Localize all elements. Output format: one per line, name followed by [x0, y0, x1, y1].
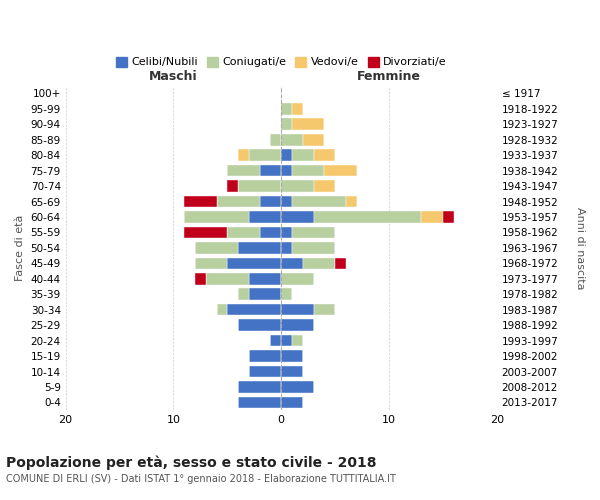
- Bar: [281, 165, 292, 176]
- Bar: [281, 273, 314, 284]
- Bar: [238, 242, 281, 254]
- Text: Femmine: Femmine: [357, 70, 421, 84]
- Bar: [195, 258, 227, 269]
- Bar: [206, 273, 249, 284]
- Bar: [281, 134, 303, 145]
- Bar: [238, 150, 249, 161]
- Bar: [238, 288, 249, 300]
- Bar: [421, 211, 443, 223]
- Bar: [184, 196, 217, 207]
- Bar: [227, 165, 260, 176]
- Bar: [314, 180, 335, 192]
- Bar: [227, 226, 260, 238]
- Bar: [238, 381, 281, 393]
- Bar: [281, 196, 292, 207]
- Bar: [281, 211, 314, 223]
- Legend: Celibi/Nubili, Coniugati/e, Vedovi/e, Divorziati/e: Celibi/Nubili, Coniugati/e, Vedovi/e, Di…: [111, 52, 451, 72]
- Bar: [292, 118, 325, 130]
- Bar: [281, 150, 292, 161]
- Bar: [217, 304, 227, 316]
- Bar: [249, 211, 281, 223]
- Bar: [292, 335, 303, 346]
- Bar: [292, 242, 335, 254]
- Bar: [292, 150, 314, 161]
- Bar: [238, 180, 281, 192]
- Bar: [260, 196, 281, 207]
- Bar: [292, 165, 325, 176]
- Bar: [292, 103, 303, 115]
- Bar: [260, 226, 281, 238]
- Bar: [249, 350, 281, 362]
- Bar: [314, 150, 335, 161]
- Text: Popolazione per età, sesso e stato civile - 2018: Popolazione per età, sesso e stato civil…: [6, 455, 377, 469]
- Bar: [281, 396, 303, 408]
- Bar: [314, 304, 335, 316]
- Bar: [249, 150, 281, 161]
- Bar: [292, 196, 346, 207]
- Bar: [281, 335, 292, 346]
- Bar: [303, 258, 335, 269]
- Bar: [271, 134, 281, 145]
- Bar: [292, 226, 335, 238]
- Y-axis label: Fasce di età: Fasce di età: [15, 214, 25, 281]
- Bar: [281, 350, 303, 362]
- Bar: [346, 196, 356, 207]
- Bar: [281, 226, 292, 238]
- Bar: [227, 304, 281, 316]
- Bar: [227, 180, 238, 192]
- Bar: [271, 335, 281, 346]
- Bar: [195, 242, 238, 254]
- Y-axis label: Anni di nascita: Anni di nascita: [575, 206, 585, 289]
- Bar: [281, 258, 303, 269]
- Bar: [217, 196, 260, 207]
- Bar: [227, 258, 281, 269]
- Bar: [281, 242, 292, 254]
- Bar: [281, 288, 292, 300]
- Bar: [281, 118, 292, 130]
- Bar: [335, 258, 346, 269]
- Bar: [184, 211, 249, 223]
- Bar: [281, 381, 314, 393]
- Bar: [303, 134, 325, 145]
- Bar: [249, 366, 281, 378]
- Text: Maschi: Maschi: [149, 70, 198, 84]
- Bar: [281, 366, 303, 378]
- Text: COMUNE DI ERLI (SV) - Dati ISTAT 1° gennaio 2018 - Elaborazione TUTTITALIA.IT: COMUNE DI ERLI (SV) - Dati ISTAT 1° genn…: [6, 474, 396, 484]
- Bar: [260, 165, 281, 176]
- Bar: [443, 211, 454, 223]
- Bar: [238, 396, 281, 408]
- Bar: [249, 273, 281, 284]
- Bar: [281, 180, 314, 192]
- Bar: [314, 211, 421, 223]
- Bar: [184, 226, 227, 238]
- Bar: [281, 103, 292, 115]
- Bar: [281, 304, 314, 316]
- Bar: [281, 320, 314, 331]
- Bar: [249, 288, 281, 300]
- Bar: [238, 320, 281, 331]
- Bar: [325, 165, 356, 176]
- Bar: [195, 273, 206, 284]
